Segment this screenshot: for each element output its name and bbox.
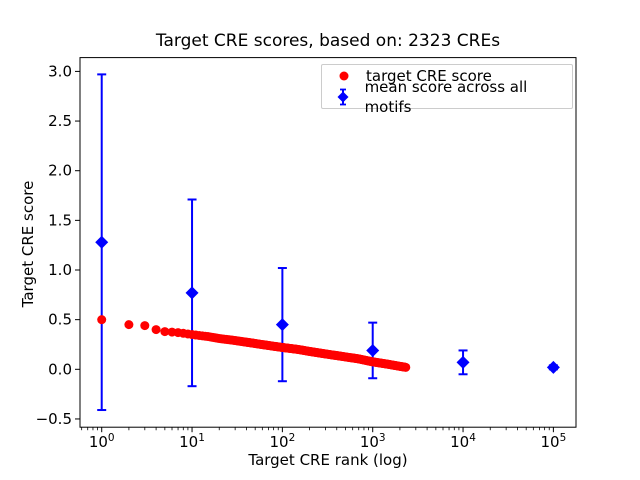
- legend-entry-target-cre-score: target CRE score: [322, 66, 572, 86]
- y-tick-label: 2.5: [48, 112, 72, 130]
- red-data-point: [160, 327, 170, 337]
- y-axis-label: Target CRE score: [19, 180, 37, 308]
- chart-title: Target CRE scores, based on: 2323 CREs: [155, 31, 501, 51]
- x-axis: 100 101 102 103 104 105: [81, 427, 566, 451]
- red-data-point: [401, 362, 411, 372]
- red-data-point: [151, 325, 161, 335]
- red-data-point: [97, 315, 107, 325]
- blue-diamond-point: [95, 235, 109, 249]
- axes-spines: [79, 57, 577, 428]
- y-tick-label: 1.0: [48, 261, 72, 279]
- y-axis: −0.5 0.0 0.5 1.0 1.5 2.0 2.5 3.0: [36, 62, 80, 428]
- x-tick-label: 102: [269, 432, 295, 451]
- legend-entry-mean-score: mean score across all motifs: [322, 78, 572, 116]
- y-tick-label: 1.5: [48, 211, 72, 229]
- blue-errorbar-series: [95, 235, 560, 374]
- legend: target CRE score mean score across all m…: [321, 64, 573, 116]
- blue-diamond-point: [546, 360, 560, 374]
- red-circle-marker-icon: [322, 66, 366, 86]
- y-tick-label: −0.5: [36, 410, 72, 428]
- x-axis-label: Target CRE rank (log): [248, 451, 408, 469]
- blue-diamond-point: [366, 343, 380, 357]
- y-tick-label: 2.0: [48, 162, 72, 180]
- red-scatter-series: [97, 315, 411, 372]
- blue-diamond-point: [275, 318, 289, 332]
- blue-diamond-errorbar-marker-icon: [322, 87, 365, 107]
- x-tick-label: 101: [179, 432, 205, 451]
- blue-diamond-point: [456, 355, 470, 369]
- legend-label: target CRE score: [366, 67, 492, 85]
- x-tick-label: 104: [450, 432, 476, 451]
- x-tick-label: 103: [360, 432, 386, 451]
- y-tick-label: 0.0: [48, 360, 72, 378]
- red-data-point: [140, 321, 150, 331]
- red-data-point: [124, 320, 134, 330]
- y-tick-label: 0.5: [48, 311, 72, 329]
- y-tick-label: 3.0: [48, 62, 72, 80]
- legend-label: mean score across all motifs: [364, 78, 528, 116]
- blue-diamond-point: [185, 286, 199, 300]
- x-tick-label: 100: [89, 432, 115, 451]
- x-tick-label: 105: [540, 432, 566, 451]
